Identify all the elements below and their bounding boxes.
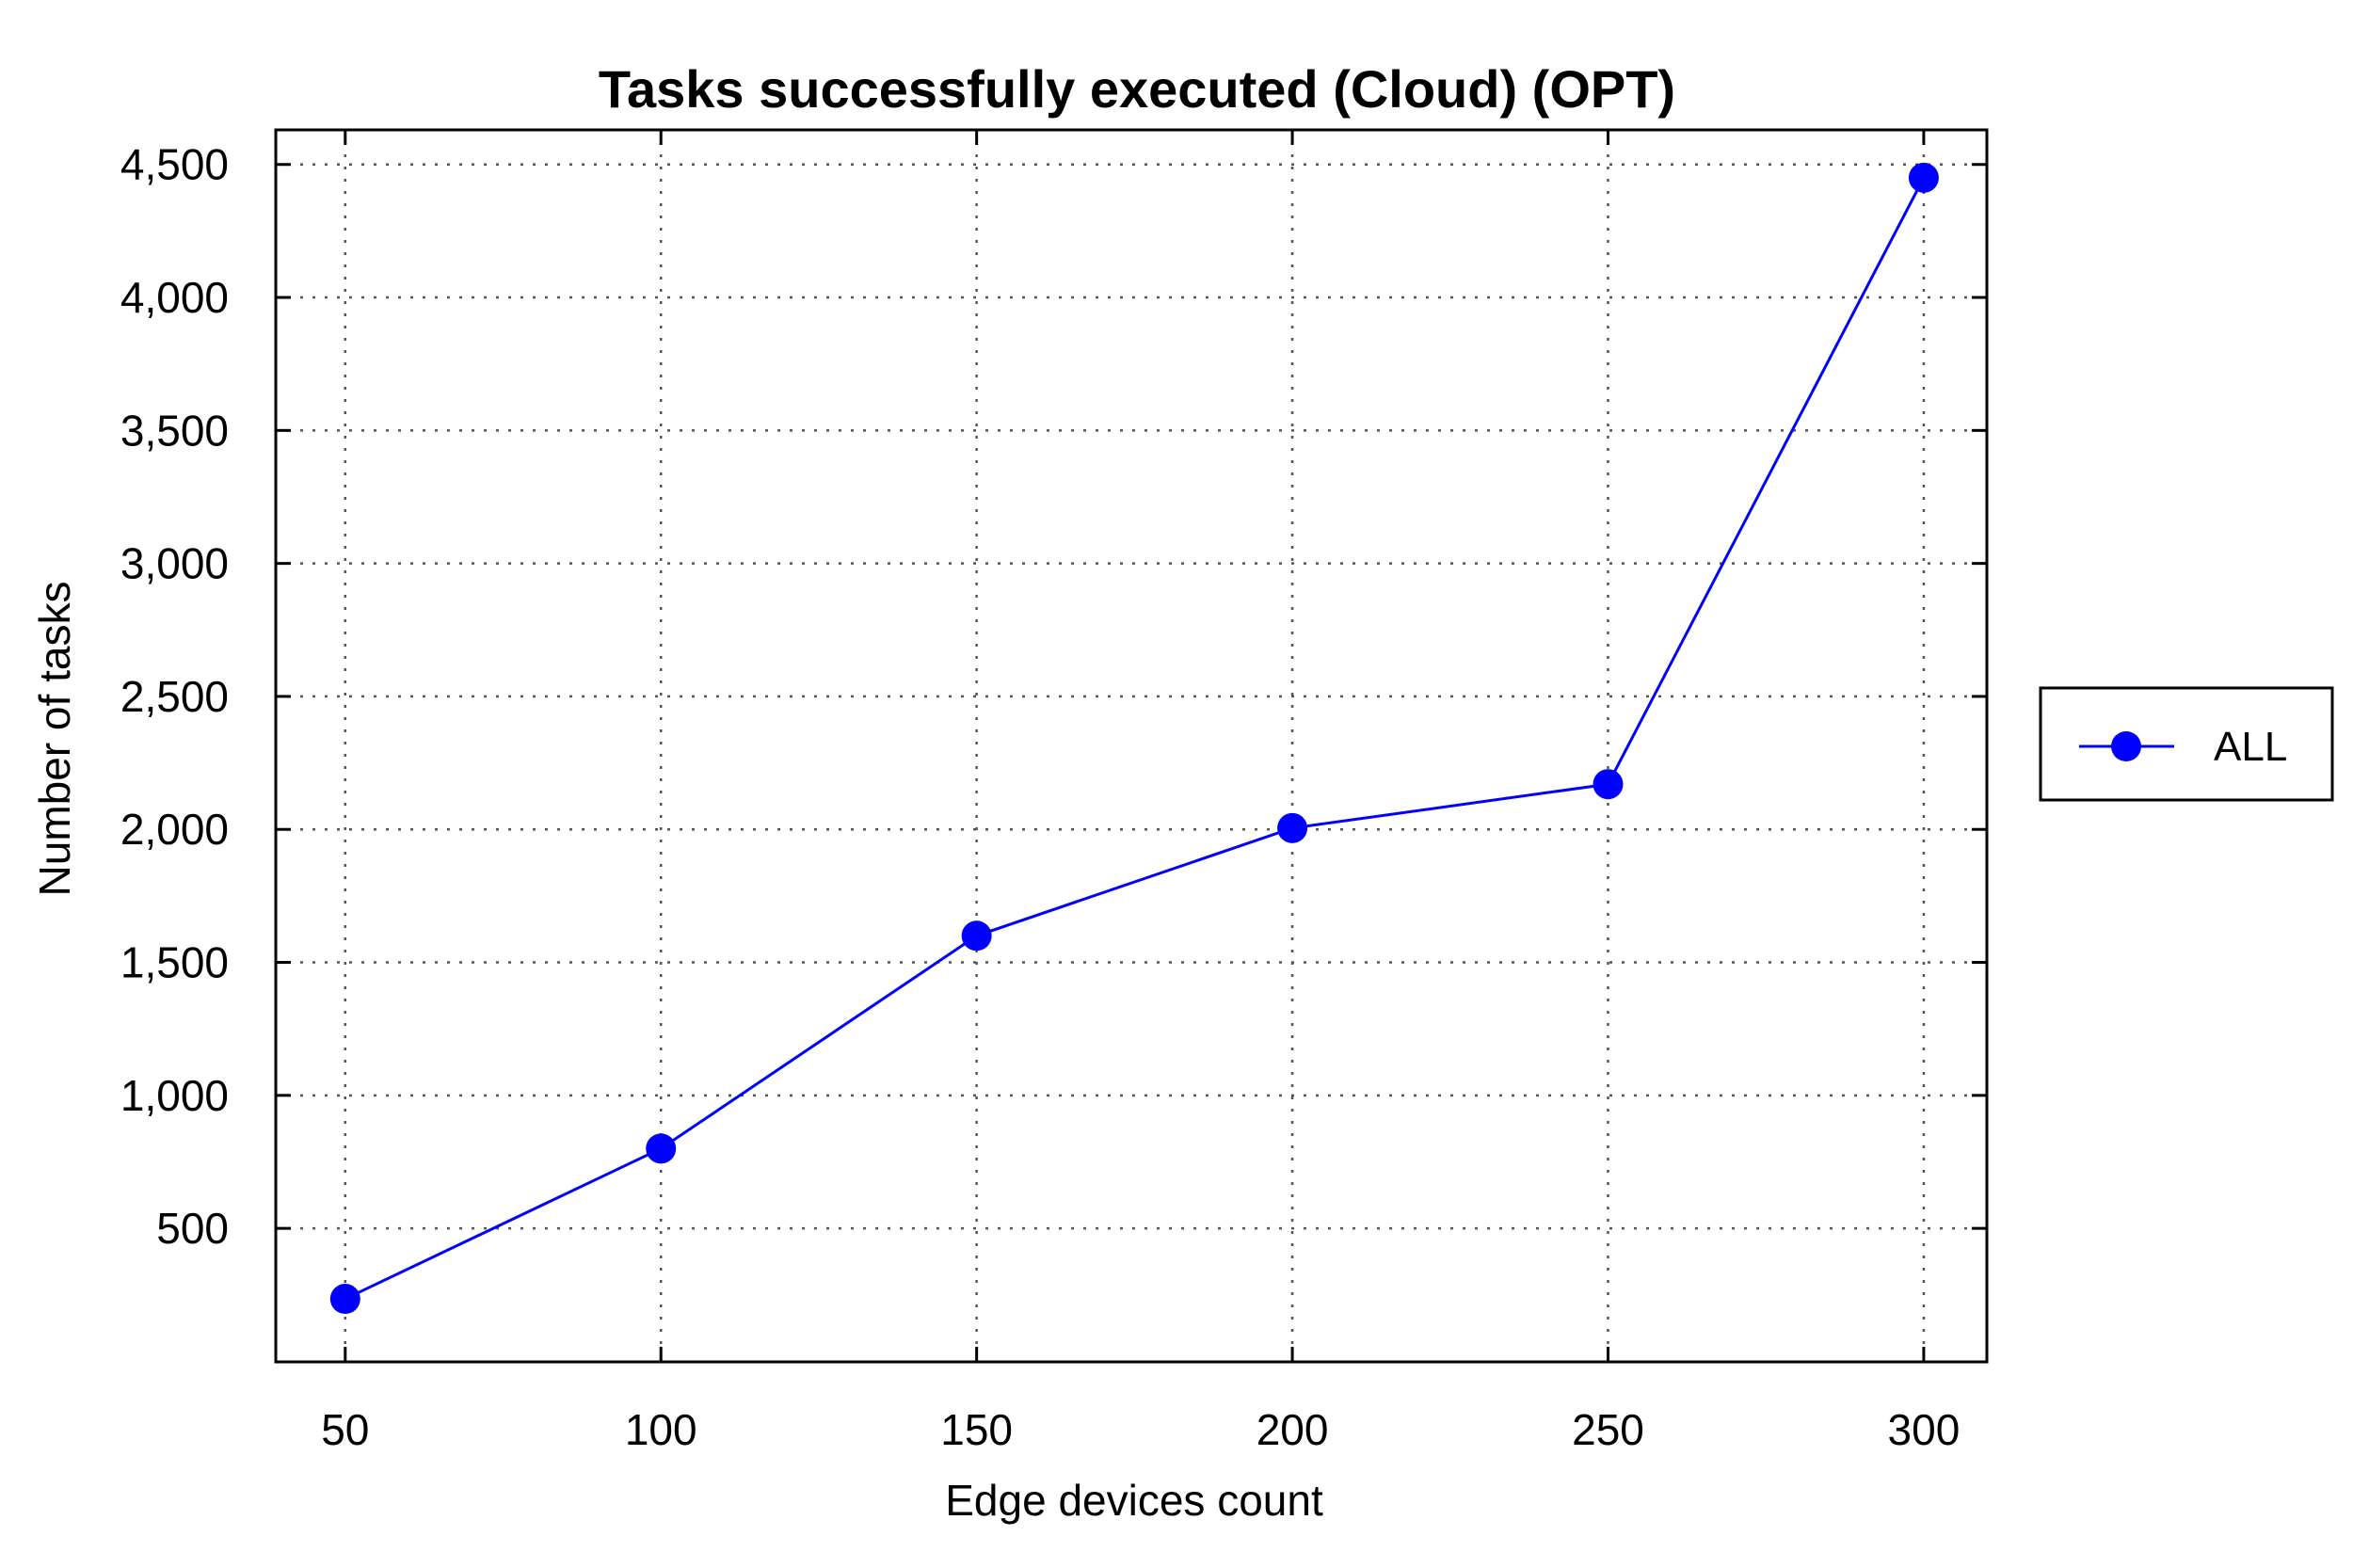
x-tick-label: 250 xyxy=(1572,1405,1644,1454)
y-axis-label: Number of tasks xyxy=(30,582,79,897)
chart-title: Tasks successfully executed (Cloud) (OPT… xyxy=(599,59,1675,119)
y-tick-label: 1,500 xyxy=(120,938,229,987)
y-tick-label: 1,000 xyxy=(120,1071,229,1120)
data-point xyxy=(1908,162,1939,193)
y-axis-tick-labels: 500 1,000 1,500 2,000 2,500 3,000 3,500 4,000 4,… xyxy=(120,140,229,1253)
x-tick-label: 100 xyxy=(625,1405,697,1454)
data-point xyxy=(329,1284,360,1315)
x-tick-label: 200 xyxy=(1257,1405,1329,1454)
x-axis-tick-labels: 50 100 150 200 250 300 xyxy=(321,1405,1960,1454)
legend: ALL xyxy=(2039,686,2334,802)
x-axis-label: Edge devices count xyxy=(945,1476,1323,1525)
y-tick-label: 3,000 xyxy=(120,539,229,588)
series-line xyxy=(344,177,1926,1301)
axis-ticks xyxy=(276,130,1987,1362)
y-tick-label: 2,500 xyxy=(120,672,229,721)
y-tick-label: 4,500 xyxy=(120,140,229,189)
series-all xyxy=(329,162,1939,1315)
data-point xyxy=(961,920,992,952)
legend-series-label: ALL xyxy=(2214,724,2287,770)
x-tick-label: 300 xyxy=(1888,1405,1961,1454)
data-point xyxy=(1593,769,1624,800)
data-point xyxy=(646,1133,677,1164)
plot-area-frame xyxy=(274,128,1989,1364)
y-tick-label: 4,000 xyxy=(120,273,229,322)
y-tick-label: 3,500 xyxy=(120,406,229,455)
x-tick-label: 50 xyxy=(321,1405,369,1454)
legend-series-marker xyxy=(2111,731,2141,761)
legend-box xyxy=(2039,686,2334,802)
y-tick-label: 2,000 xyxy=(120,805,229,854)
grid-lines xyxy=(276,130,1987,1362)
x-tick-label: 150 xyxy=(940,1405,1013,1454)
data-point xyxy=(1277,812,1308,843)
y-tick-label: 500 xyxy=(156,1204,229,1253)
